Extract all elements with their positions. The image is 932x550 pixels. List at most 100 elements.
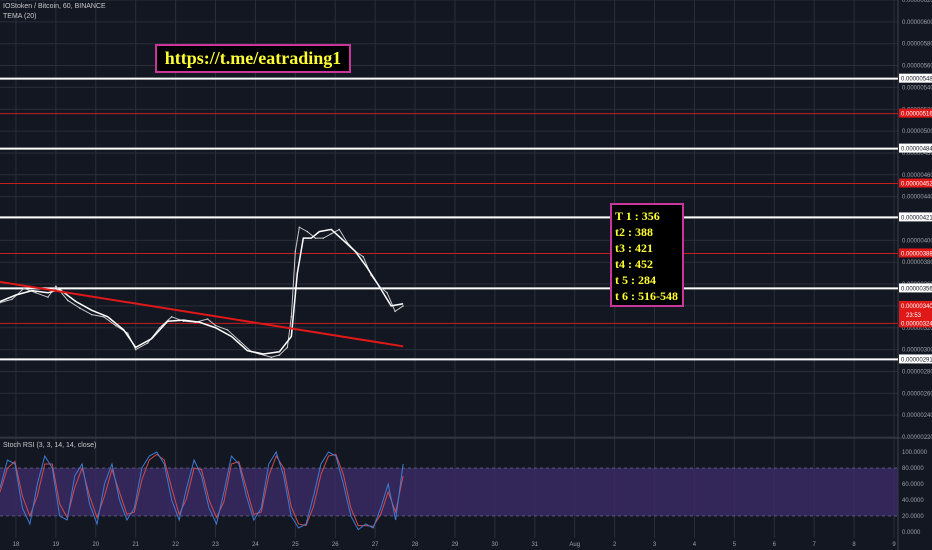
time-axis-label: 29 — [452, 542, 459, 548]
price-point — [90, 313, 93, 316]
target-6: t 6 : 516-548 — [615, 289, 678, 303]
white-level-badge — [899, 143, 932, 153]
price-point — [11, 298, 13, 301]
red-level-badge — [899, 108, 932, 118]
white-level-badge — [899, 283, 932, 293]
price-axis-label: 0.00000560 — [902, 64, 932, 70]
rsi-axis-label: 20.0000 — [902, 514, 924, 520]
price-point — [146, 342, 149, 344]
rsi-k-line — [0, 450, 404, 531]
red-level-label: 0.00000516 — [901, 112, 932, 118]
price-point — [386, 291, 388, 294]
target-5: t 5 : 284 — [615, 273, 656, 287]
price-point — [338, 228, 341, 231]
time-axis-label: 24 — [252, 542, 259, 548]
price-point — [314, 237, 317, 239]
time-axis-label: Aug — [569, 542, 580, 548]
price-point — [238, 340, 241, 342]
time-axis-label: 9 — [892, 542, 896, 548]
price-axis-label: 0.00000260 — [902, 391, 932, 397]
targets-box: T 1 : 356 t2 : 388 t3 : 421 t4 : 452 t 5… — [610, 203, 684, 307]
time-axis-label: 25 — [292, 542, 299, 548]
price-point — [214, 324, 217, 327]
red-level-label: 0.00000324 — [901, 321, 932, 327]
price-axis-label: 0.00000580 — [902, 42, 932, 48]
time-axis-label: 23 — [212, 542, 219, 548]
time-axis-label: 2 — [613, 542, 617, 548]
red-level-badge — [899, 248, 932, 258]
price-point — [394, 310, 396, 313]
price-axis-label: 0.00000240 — [902, 413, 932, 419]
price-axis-label: 0.00000380 — [902, 260, 932, 266]
rsi-axis-label: 60.0000 — [902, 482, 924, 488]
countdown-label: 23:53 — [906, 313, 922, 319]
indicator-label: TEMA (20) — [3, 13, 37, 20]
price-point — [23, 287, 25, 290]
white-level-label: 0.00000548 — [901, 77, 932, 83]
time-axis-label: 18 — [13, 542, 20, 548]
price-point — [322, 237, 325, 239]
time-axis-label: 22 — [172, 542, 179, 548]
price-axis-label: 0.00000280 — [902, 369, 932, 375]
price-point — [298, 226, 301, 229]
time-axis-label: 20 — [92, 542, 99, 548]
red-level-badge — [899, 178, 932, 188]
price-axis-label: 0.00000540 — [902, 85, 932, 91]
red-level-badge — [899, 318, 932, 328]
time-axis-label: 6 — [773, 542, 777, 548]
price-point — [102, 316, 105, 318]
rsi-axis-label: 0.0000 — [902, 530, 921, 536]
price-point — [79, 307, 81, 309]
target-1: T 1 : 356 — [615, 209, 660, 223]
price-point — [294, 250, 297, 253]
current-price-label: 0.00000340 — [901, 304, 932, 310]
time-axis-label: 21 — [132, 542, 139, 548]
time-axis-label: 28 — [412, 542, 419, 548]
price-point — [158, 326, 161, 329]
target-4: t4 : 452 — [615, 257, 653, 271]
price-point — [306, 230, 309, 233]
white-level-badge — [899, 212, 932, 222]
red-level-label: 0.00000388 — [901, 251, 932, 257]
current-price-badge — [899, 300, 932, 319]
price-axis-label: 0.00000320 — [902, 326, 932, 332]
time-axis-label: 31 — [531, 542, 538, 548]
price-axis-label: 0.00000400 — [902, 238, 932, 244]
price-axis-label: 0.00000460 — [902, 173, 932, 179]
trendline — [0, 280, 404, 348]
price-point — [114, 324, 117, 327]
target-3: t3 : 421 — [615, 241, 653, 255]
price-point — [362, 255, 364, 258]
price-axis-label: 0.00000620 — [902, 0, 932, 4]
price-axis-label: 0.00000500 — [902, 129, 932, 135]
price-point — [330, 232, 333, 235]
time-axis-label: 3 — [653, 542, 657, 548]
price-point — [402, 305, 404, 307]
price-point — [170, 316, 173, 318]
time-axis-label: 27 — [372, 542, 379, 548]
time-axis-label: 4 — [693, 542, 697, 548]
price-point — [134, 348, 137, 351]
time-axis-label: 30 — [492, 542, 499, 548]
symbol-title: IOStoken / Bitcoin, 60, BINANCE — [3, 3, 106, 10]
price-point — [67, 299, 69, 302]
red-level-label: 0.00000452 — [901, 182, 932, 188]
white-level-label: 0.00000356 — [901, 286, 932, 292]
price-point — [126, 332, 129, 335]
time-axis-label: 7 — [813, 542, 817, 548]
rsi-axis-label: 80.0000 — [902, 466, 924, 472]
price-point — [226, 329, 229, 331]
price-point — [35, 291, 37, 294]
target-2: t2 : 388 — [615, 225, 653, 239]
rsi-band — [0, 468, 898, 516]
telegram-link-text[interactable]: https://t.me/eatrading1 — [164, 48, 342, 68]
white-level-badge — [899, 354, 932, 364]
price-axis-label: 0.00000600 — [902, 20, 932, 26]
price-axis-label: 0.00000300 — [902, 348, 932, 354]
telegram-link-box[interactable]: https://t.me/eatrading1 — [155, 44, 351, 73]
rsi-axis-label: 100.0000 — [902, 450, 928, 456]
time-axis-label: 19 — [53, 542, 60, 548]
price-point — [206, 318, 209, 320]
time-axis-label: 8 — [852, 542, 856, 548]
